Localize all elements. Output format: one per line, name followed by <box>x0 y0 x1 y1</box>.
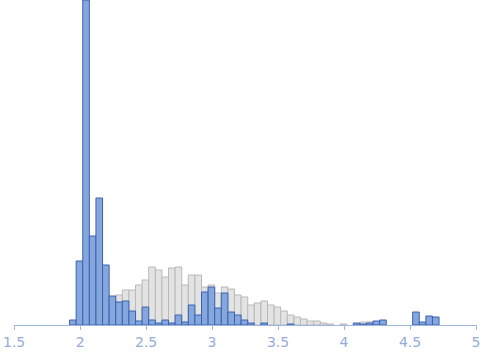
svg-text:4: 4 <box>340 334 349 350</box>
svg-text:4.5: 4.5 <box>399 334 421 350</box>
svg-text:2.5: 2.5 <box>135 334 157 350</box>
svg-text:1.5: 1.5 <box>3 334 25 350</box>
svg-text:5: 5 <box>472 334 481 350</box>
svg-text:3.5: 3.5 <box>267 334 289 350</box>
svg-text:3: 3 <box>208 334 217 350</box>
svg-text:2: 2 <box>76 334 85 350</box>
